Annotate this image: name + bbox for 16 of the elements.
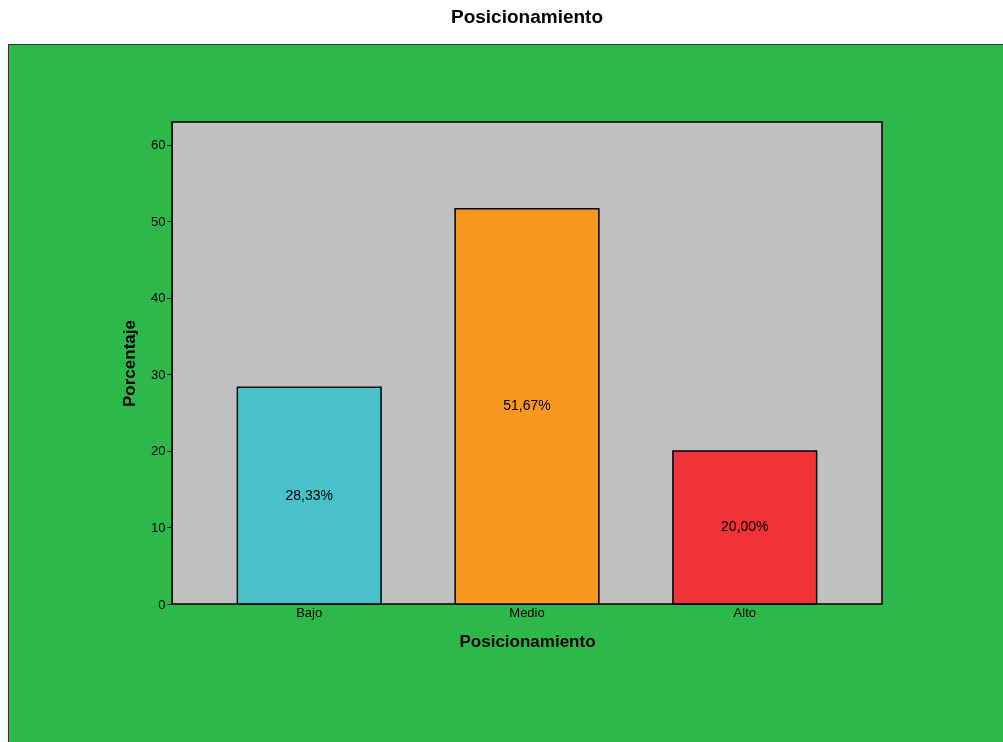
y-tick-label: 30 xyxy=(151,366,166,382)
y-tick-label: 10 xyxy=(151,519,166,535)
x-tick-label: Medio xyxy=(509,604,545,620)
x-axis-title: Posicionamiento xyxy=(459,631,596,651)
data-label: 20,00% xyxy=(721,518,769,535)
data-label: 28,33% xyxy=(285,486,333,503)
y-tick-label: 50 xyxy=(151,213,166,229)
chart-title: Posicionamiento xyxy=(450,6,604,27)
y-tick-label: 20 xyxy=(151,443,166,459)
x-tick-label: Bajo xyxy=(296,604,323,620)
data-label: 51,67% xyxy=(503,397,551,414)
y-tick-label: 60 xyxy=(151,137,166,153)
y-axis-title: Porcentaje xyxy=(120,320,140,407)
y-tick-label: 40 xyxy=(151,290,166,306)
x-tick-label: Alto xyxy=(733,604,756,620)
y-tick-label: 0 xyxy=(158,596,166,612)
